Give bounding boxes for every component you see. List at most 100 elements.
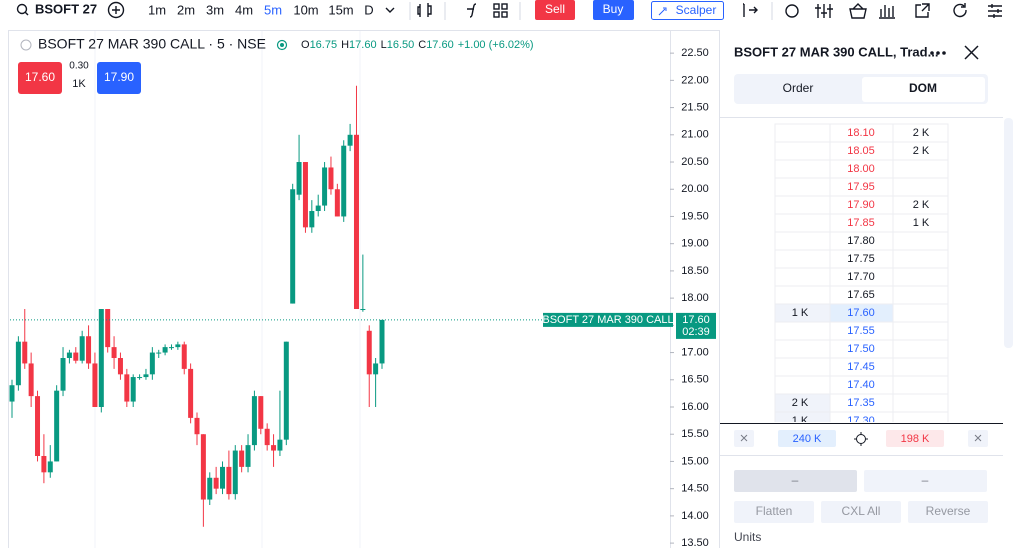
candle-body [73,352,79,361]
chart-icon[interactable] [879,5,895,19]
candles-icon[interactable] [417,3,432,17]
y-tick-label: 18.00 [681,292,709,304]
interval[interactable]: 5m [264,2,282,17]
ask-cell[interactable] [892,159,949,179]
popout-icon[interactable] [915,3,930,18]
sell-label[interactable]: Sell [545,2,565,16]
action-label[interactable]: CXL All [842,504,881,518]
ask-cell[interactable] [892,357,949,377]
interval[interactable]: 10m [293,2,318,17]
y-tick-label: 22.50 [681,47,709,59]
ask-cell[interactable] [892,267,949,287]
ask-total: 198 K [901,433,930,445]
quick-sell[interactable] [18,62,62,94]
refresh-icon[interactable] [953,3,967,18]
bid-cell[interactable] [774,123,831,143]
scalper-button[interactable] [651,1,724,20]
ask-cell[interactable] [892,393,949,413]
quick-sell-price[interactable]: 17.60 [25,70,55,84]
bid-cell[interactable] [774,177,831,197]
sell-button[interactable] [535,0,575,20]
interval[interactable]: 2m [177,2,195,17]
tab[interactable]: Order [783,81,814,95]
order-actions: – – Flatten CXL All Reverse [734,470,988,523]
bid-cell[interactable] [774,231,831,251]
interval-chevron[interactable] [385,7,395,13]
ask-cell[interactable] [892,303,949,323]
dom-bid: 1 K [792,415,809,427]
basket-icon[interactable] [849,3,867,19]
bid-cell[interactable] [774,213,831,233]
dom-ladder: 18.10 2 K 18.05 2 K 18.00 17.95 17.90 2 K 17.85 1… [774,123,949,430]
y-tick-label: 15.50 [681,428,709,440]
search-icon[interactable] [16,3,28,15]
bid-cell[interactable] [774,267,831,287]
bid-cell[interactable] [774,249,831,269]
bid-cell[interactable] [774,159,831,179]
bid-cell[interactable] [774,375,831,395]
replay-icon[interactable] [815,4,833,18]
scalper-label[interactable]: Scalper [676,3,717,17]
candle-body [360,309,366,311]
action-button[interactable] [908,501,988,523]
bid-cell[interactable] [774,357,831,377]
dom-ask: 1 K [913,217,930,229]
bid-cell[interactable] [774,141,831,161]
search-icon-handle [24,11,29,16]
settings-icon[interactable] [988,4,1002,18]
candle-body [271,445,277,451]
symbol[interactable]: BSOFT 27 [35,1,97,16]
ask-cell[interactable] [892,285,949,305]
bid-cell[interactable] [774,195,831,215]
tab[interactable]: DOM [909,81,937,95]
exit-icon[interactable] [743,3,758,17]
buy-label[interactable]: Buy [603,2,624,16]
scrollbar[interactable] [1004,118,1013,348]
ohlc-label: O [301,39,310,51]
action-button[interactable] [821,501,901,523]
action-label[interactable]: Flatten [756,504,793,518]
interval[interactable]: D [364,2,373,17]
ask-cell[interactable] [892,231,949,251]
action-label[interactable]: Reverse [926,504,971,518]
interval[interactable]: 1m [148,2,166,17]
legend-title: BSOFT 27 MAR 390 CALL · 5 · NSE [38,36,266,52]
quick-buy[interactable] [97,62,141,94]
candle-body [175,344,181,348]
interval[interactable]: 3m [206,2,224,17]
bid-cell[interactable] [774,339,831,359]
order-button[interactable] [734,470,857,492]
y-tick-label: 19.00 [681,238,709,250]
center-icon[interactable] [856,434,866,444]
add-symbol-icon[interactable] [107,1,125,19]
ask-cell[interactable] [892,375,949,395]
center-icon-ticks [854,432,868,446]
order-button-label[interactable]: – [792,473,799,487]
ask-cell[interactable] [892,177,949,197]
ask-cell[interactable] [892,321,949,341]
tab-active [862,77,985,102]
more-icon[interactable] [930,51,946,55]
buy-button[interactable] [593,0,634,20]
ask-cell[interactable] [892,249,949,269]
action-button[interactable] [734,501,814,523]
ask-cell[interactable] [892,411,949,430]
order-button[interactable] [864,470,987,492]
dom-price: 17.35 [847,397,875,409]
close-icon[interactable] [964,45,979,60]
bid-cell[interactable] [774,321,831,341]
layout-icon[interactable] [493,3,500,10]
dom-price: 17.90 [847,199,875,211]
interval[interactable]: 15m [328,2,353,17]
bid-total-box [778,430,836,447]
candle-body [341,145,347,217]
order-button-label[interactable]: – [922,473,929,487]
quantity[interactable]: 1K [72,78,86,90]
bid-cell[interactable] [774,285,831,305]
interval[interactable]: 4m [235,2,253,17]
ask-cell[interactable] [892,339,949,359]
indicators-icon[interactable] [467,3,477,18]
alert-icon[interactable] [785,4,799,18]
quick-buy-price[interactable]: 17.90 [104,70,134,84]
ohlc-label: H [341,39,349,51]
